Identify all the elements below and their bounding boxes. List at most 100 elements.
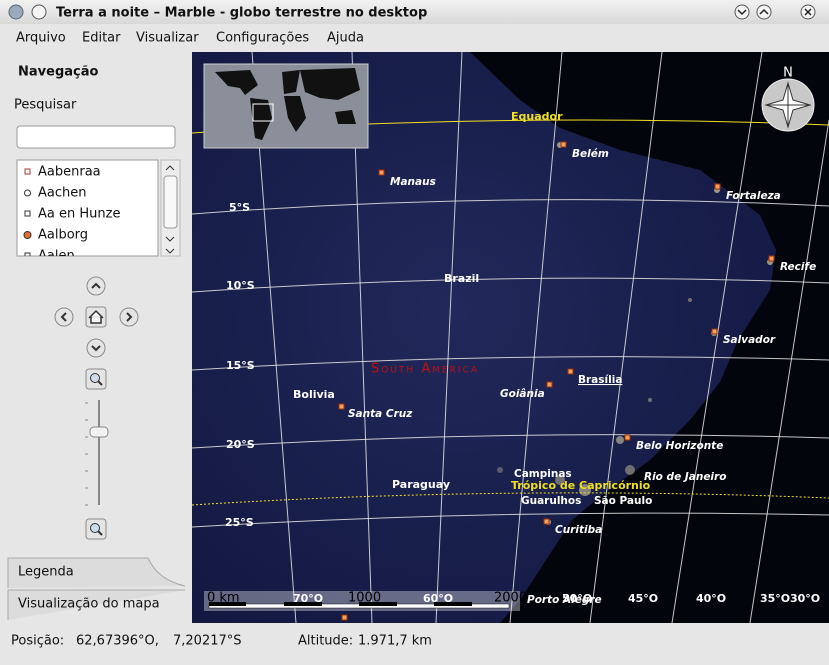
tropic-line: [192, 492, 829, 506]
decoration: [648, 398, 652, 402]
app-icon[interactable]: [8, 4, 24, 20]
city-label[interactable]: Brasília: [578, 374, 622, 386]
decoration: [378, 169, 385, 176]
window-title: Terra a noite – Marble - globo terrestre…: [56, 6, 427, 21]
place-item[interactable]: Aalen: [38, 249, 75, 264]
decoration: [688, 298, 692, 302]
place-item[interactable]: Aalborg: [38, 228, 88, 243]
tab[interactable]: [7, 589, 185, 620]
country-label: Paraguay: [392, 478, 450, 491]
decoration: [555, 475, 565, 485]
maximize-button[interactable]: [756, 4, 772, 20]
zoom-glyph: [97, 380, 103, 386]
city-label[interactable]: Salvador: [723, 334, 776, 346]
menu-item[interactable]: Editar: [82, 31, 121, 46]
decoration: [768, 255, 775, 262]
decoration: [714, 183, 721, 190]
decoration: [497, 467, 503, 473]
longitude-label: 40°O: [696, 592, 726, 605]
decoration: [543, 518, 550, 525]
place-item[interactable]: Aa en Hunze: [38, 207, 120, 222]
menu-item[interactable]: Arquivo: [16, 31, 66, 46]
tab-label[interactable]: Legenda: [18, 565, 74, 580]
decoration: [546, 381, 553, 388]
longitude-lines: [251, 52, 829, 623]
slider-ticks: [85, 402, 88, 506]
city-label[interactable]: São Paulo: [594, 495, 652, 507]
city-label[interactable]: Goiânia: [500, 388, 545, 400]
city-label[interactable]: Rio de Janeiro: [644, 471, 726, 483]
pan-right[interactable]: [119, 307, 139, 327]
tropic-label: Trópico de Capricórnio: [511, 479, 651, 492]
arrow-glyphs: [60, 282, 133, 352]
window-button-glyphs: [737, 8, 812, 16]
place-icon: [24, 232, 31, 239]
overview-viewport: [252, 103, 274, 122]
window-menu-button[interactable]: [31, 4, 47, 20]
menu-item[interactable]: Ajuda: [327, 31, 364, 46]
list-viewport: Aabenraa Aachen Aa en Hunze Aalborg Aale…: [24, 165, 120, 264]
search-label: Pesquisar: [14, 98, 77, 113]
decoration: [616, 436, 624, 444]
pan-left[interactable]: [54, 307, 74, 327]
status-value: 1.971,7 km: [358, 634, 432, 649]
tab[interactable]: [7, 557, 186, 588]
map[interactable]: Equador Trópico de Capricórnio South Ame…: [192, 52, 829, 623]
city-label[interactable]: Guarulhos: [521, 495, 581, 507]
menu-item[interactable]: Configurações: [216, 31, 309, 46]
pan-up[interactable]: [86, 276, 106, 296]
longitude-label: 35°O: [760, 592, 790, 605]
city-label[interactable]: Belo Horizonte: [636, 440, 723, 452]
place-icon: [25, 169, 30, 174]
place-item[interactable]: Aabenraa: [38, 165, 101, 180]
city-label[interactable]: Fortaleza: [726, 190, 781, 202]
place-item[interactable]: Aachen: [38, 186, 86, 201]
scale-label: 1000: [348, 591, 381, 606]
city-label[interactable]: Belém: [572, 148, 609, 160]
longitude-label: 45°O: [628, 592, 658, 605]
longitude-label: 70°O: [293, 592, 323, 605]
scale-label: 2000: [494, 591, 527, 606]
city-label[interactable]: Recife: [780, 261, 816, 273]
latitude-label: 20°S: [226, 438, 255, 451]
decoration: [341, 614, 348, 621]
tab-label[interactable]: Visualização do mapa: [18, 597, 160, 612]
minimize-button[interactable]: [734, 4, 750, 20]
latitude-label: 25°S: [225, 516, 254, 529]
longitude-label: 30°O: [790, 592, 820, 605]
equator-label: Equador: [511, 110, 563, 123]
zoom-glyph: [90, 373, 100, 383]
scale-label: 0 km: [207, 591, 240, 606]
compass-label: N: [783, 66, 793, 81]
city-label[interactable]: Porto Alegre: [527, 594, 602, 606]
city-label[interactable]: Santa Cruz: [348, 408, 413, 420]
status-value: 7,20217°S: [173, 634, 242, 649]
scrollbar-handle[interactable]: [163, 175, 178, 229]
place-icon: [25, 190, 31, 196]
menu-item[interactable]: Visualizar: [136, 31, 199, 46]
land: [192, 52, 776, 623]
slider-handle[interactable]: [89, 426, 109, 438]
place-icon: [25, 253, 30, 258]
compass-rose: [766, 83, 810, 127]
city-label[interactable]: Campinas: [514, 468, 572, 480]
latitude-label: 15°S: [226, 359, 255, 372]
city-label[interactable]: Manaus: [390, 176, 436, 188]
place-icon: [25, 211, 30, 216]
search-input[interactable]: [16, 125, 176, 149]
decoration: [625, 465, 635, 475]
latitude-label: 5°S: [229, 201, 250, 214]
decoration: [560, 141, 567, 148]
longitude-label: 50°O: [562, 592, 592, 605]
city-label[interactable]: Curitiba: [555, 524, 602, 536]
zoom-glyph: [97, 530, 103, 536]
city-markers: [338, 141, 775, 621]
status-label: Posição:: [11, 634, 64, 649]
decoration: [624, 434, 631, 441]
pan-down[interactable]: [86, 338, 106, 358]
decoration: [567, 368, 574, 375]
status-label: Altitude:: [298, 634, 353, 649]
